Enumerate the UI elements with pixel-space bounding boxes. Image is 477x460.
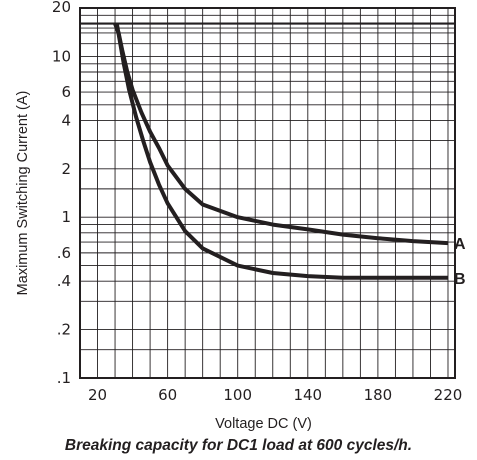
y-tick-label: 6 — [61, 83, 71, 101]
y-tick-label: .1 — [57, 369, 71, 387]
y-tick-label: 1 — [61, 208, 71, 226]
y-axis-title: Maximum Switching Current (A) — [15, 91, 31, 296]
y-tick-label: .6 — [57, 244, 71, 262]
x-tick-label: 60 — [158, 386, 177, 404]
y-tick-label: .4 — [57, 272, 71, 290]
series-label-a: A — [454, 236, 466, 253]
series-line-b — [114, 23, 448, 280]
y-tick-label: 4 — [61, 111, 71, 129]
series-group: AB — [113, 22, 466, 288]
chart-caption: Breaking capacity for DC1 load at 600 cy… — [64, 437, 413, 454]
x-tick-label: 140 — [293, 386, 322, 404]
y-tick-label: .2 — [57, 321, 71, 339]
x-tick-label: 220 — [434, 386, 463, 404]
grid — [80, 8, 455, 378]
series-label-b: B — [454, 271, 466, 288]
y-tick-label: 20 — [52, 0, 71, 16]
y-tick-label: 2 — [61, 160, 71, 178]
tick-labels: 20 60 100 140 180 220 20 10 6 4 2 1 .6 .4 .2 .1 — [52, 0, 462, 404]
y-tick-label: 10 — [52, 47, 71, 65]
x-axis-title: Voltage DC (V) — [215, 416, 312, 432]
x-tick-label: 20 — [88, 386, 107, 404]
plot-frame — [79, 7, 456, 379]
x-tick-label: 180 — [364, 386, 393, 404]
x-tick-label: 100 — [223, 386, 252, 404]
